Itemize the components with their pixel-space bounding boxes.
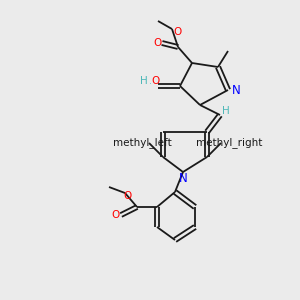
Text: H: H <box>140 76 148 86</box>
Text: O: O <box>173 27 181 37</box>
Text: O: O <box>153 38 161 48</box>
Text: O: O <box>112 210 120 220</box>
Text: methyl_left: methyl_left <box>112 137 171 148</box>
Text: .: . <box>148 76 152 85</box>
Text: N: N <box>178 172 188 185</box>
Text: N: N <box>232 83 240 97</box>
Text: H: H <box>222 106 230 116</box>
Text: O: O <box>124 191 132 201</box>
Text: O: O <box>151 76 159 86</box>
Text: methyl_right: methyl_right <box>196 137 262 148</box>
